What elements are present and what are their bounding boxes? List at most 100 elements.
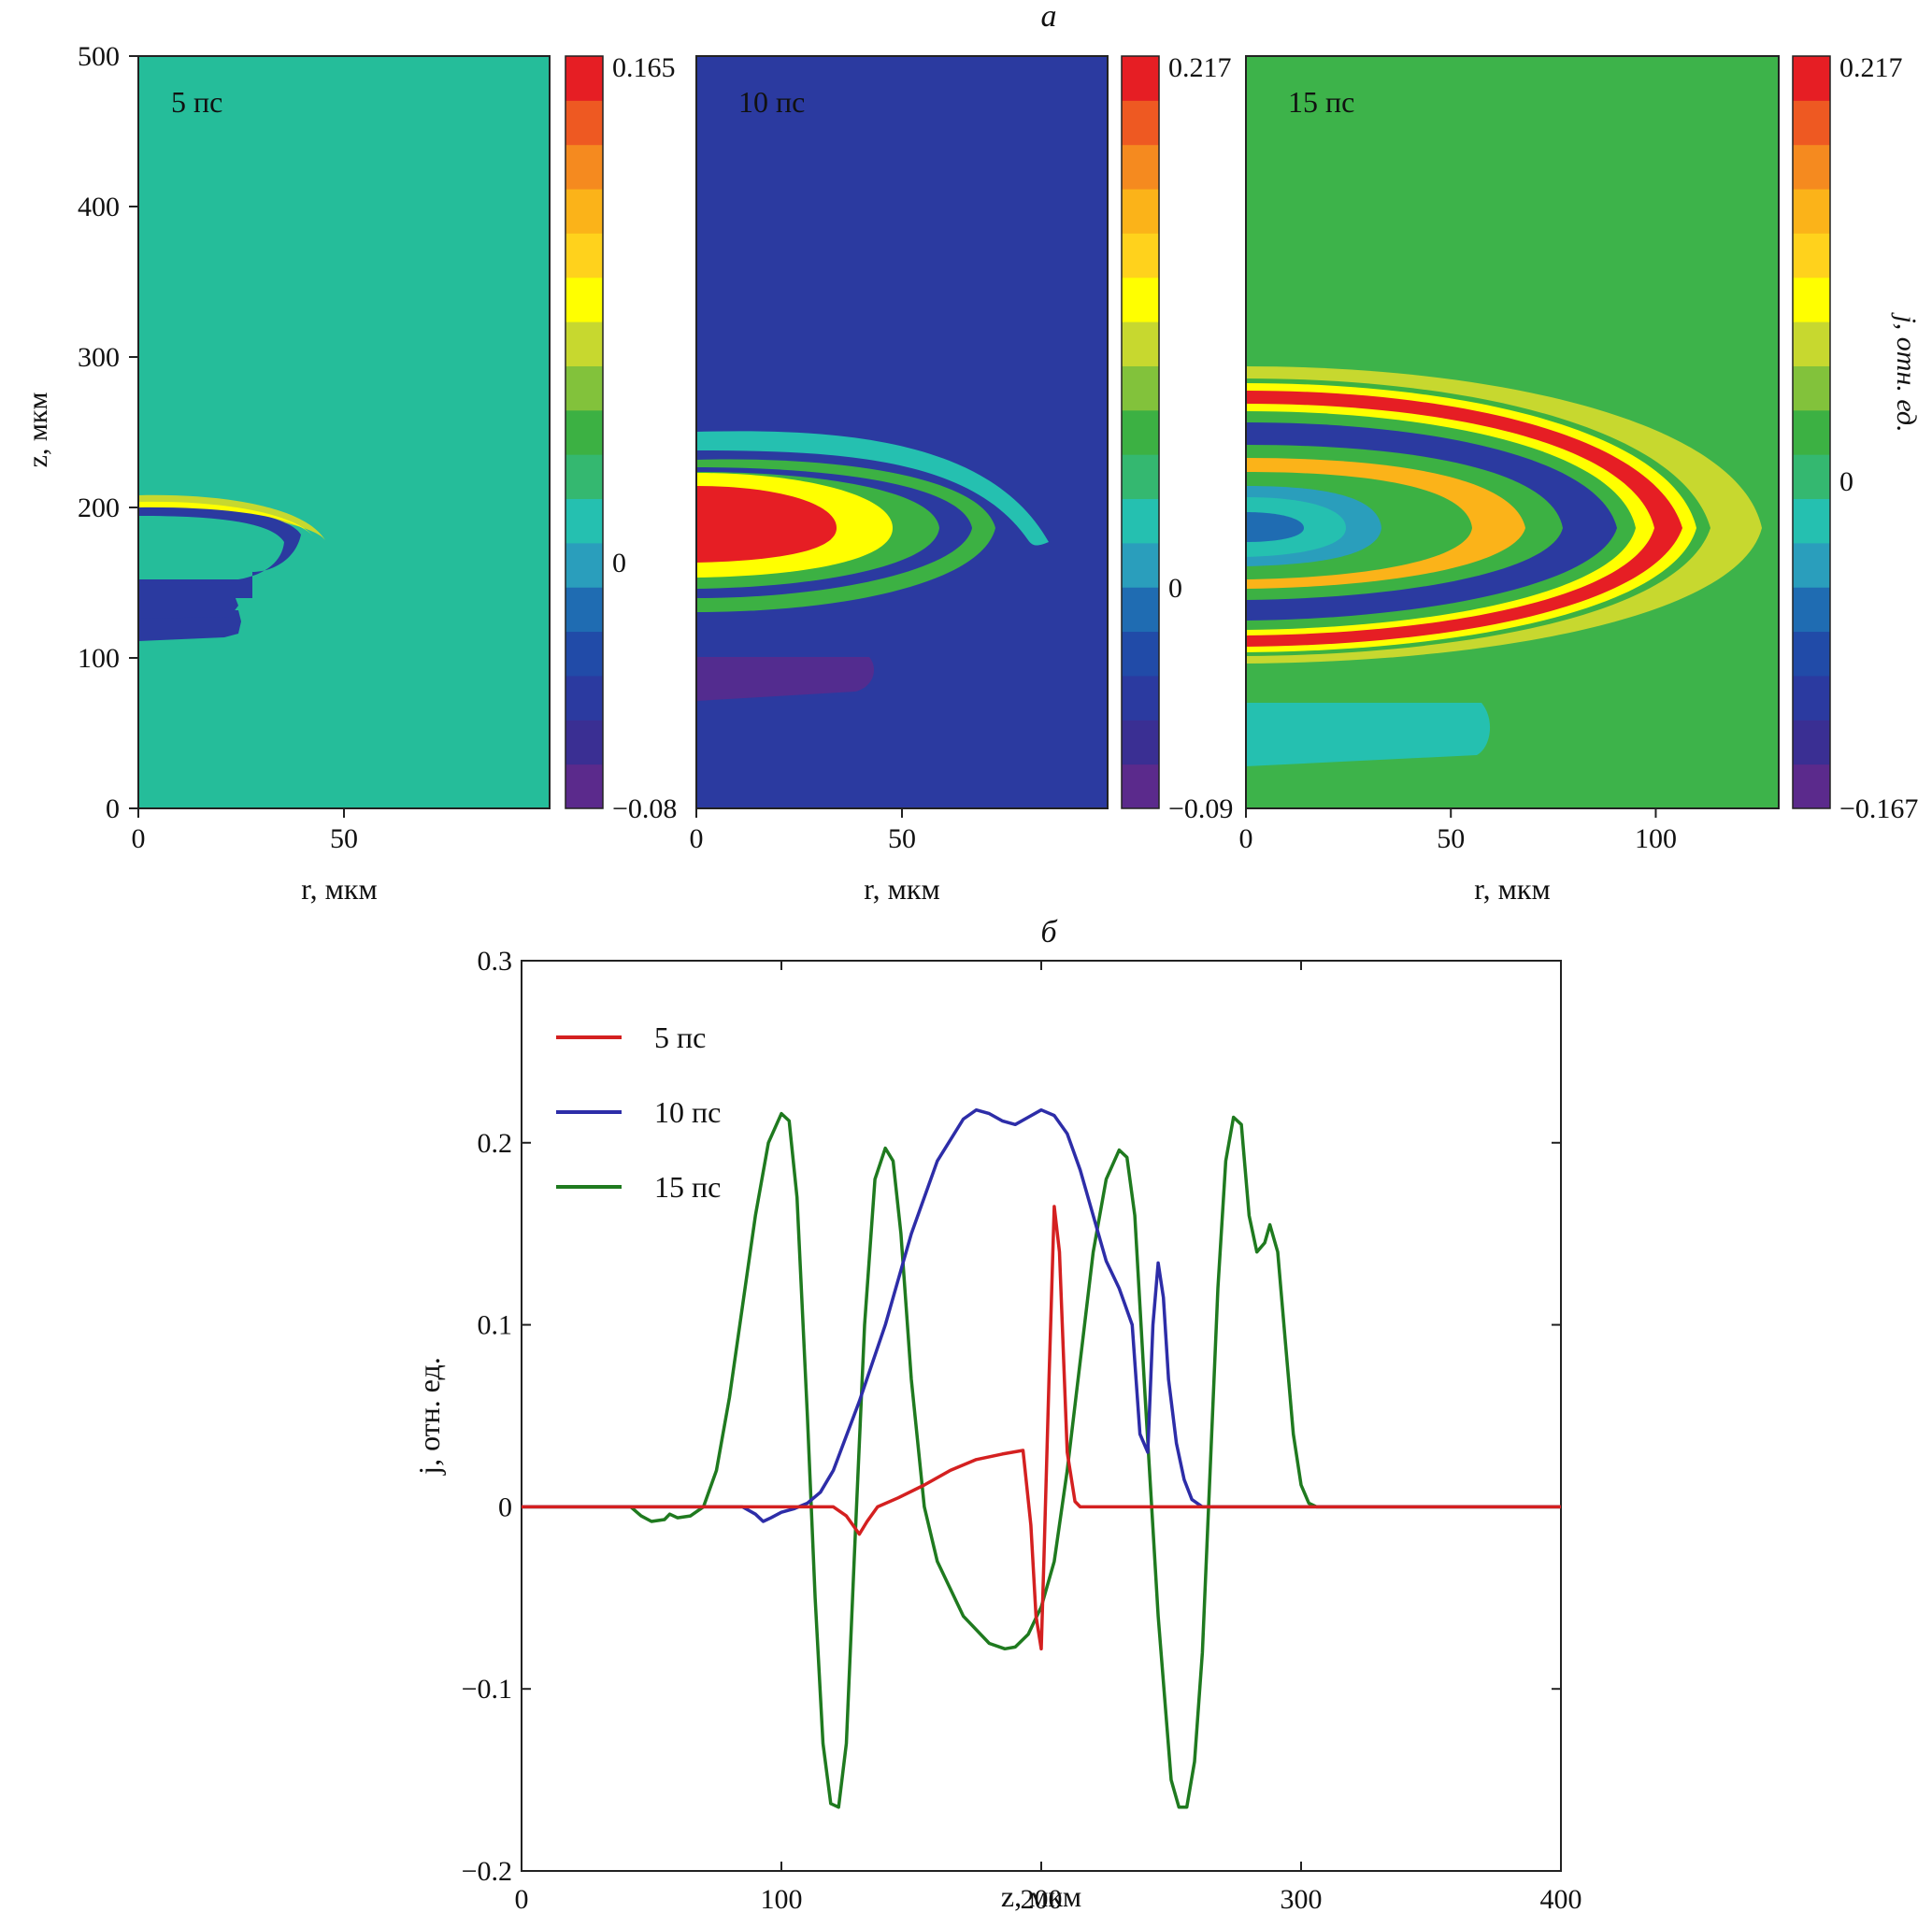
heatmap-ylabel: z, мкм bbox=[22, 393, 53, 468]
series-line-5ps bbox=[522, 1205, 1561, 1651]
purple-lower-region bbox=[696, 657, 874, 701]
y-tick-label: 300 bbox=[78, 342, 120, 373]
x-tick-label: 50 bbox=[1437, 823, 1465, 854]
y-tick-label: −0.1 bbox=[462, 1674, 512, 1705]
y-tick-label: 0.3 bbox=[478, 946, 513, 977]
line-chart-ylabel: j, отн. ед. bbox=[412, 1357, 446, 1476]
colorbar-swatch bbox=[1793, 277, 1830, 322]
colorbar-min-label: −0.167 bbox=[1839, 793, 1918, 824]
colorbar-swatch bbox=[565, 454, 603, 500]
field-pattern bbox=[696, 431, 1049, 701]
colorbar-swatch bbox=[565, 321, 603, 366]
x-tick-label: 200 bbox=[1021, 1884, 1063, 1913]
colorbar-swatch bbox=[1122, 321, 1159, 366]
y-tick-label: 0.2 bbox=[478, 1128, 513, 1159]
colorbar-swatch bbox=[1122, 233, 1159, 278]
figure-label-b: б bbox=[1040, 915, 1058, 949]
colorbar-swatch bbox=[565, 189, 603, 234]
colorbar-max-label: 0.217 bbox=[1168, 52, 1232, 83]
colorbar-swatch bbox=[1122, 542, 1159, 588]
colorbar-swatch bbox=[1793, 542, 1830, 588]
y-tick-label: 400 bbox=[78, 192, 120, 222]
y-tick-label: 0.1 bbox=[478, 1310, 513, 1341]
colorbar-swatch bbox=[1793, 144, 1830, 190]
dark-arc bbox=[138, 504, 301, 598]
heatmap-xlabel-10ps: r, мкм bbox=[864, 872, 939, 906]
colorbar-swatch bbox=[1122, 189, 1159, 234]
colorbar-max-label: 0.217 bbox=[1839, 52, 1903, 83]
colorbar-swatch bbox=[1793, 233, 1830, 278]
y-tick-label: 200 bbox=[78, 493, 120, 523]
x-tick-label: 0 bbox=[1239, 823, 1253, 854]
x-tick-label: 0 bbox=[690, 823, 704, 854]
series-line-15ps bbox=[522, 1111, 1561, 1809]
colorbar-swatch bbox=[1122, 454, 1159, 500]
colorbar-frame bbox=[565, 55, 604, 809]
colorbar-swatch bbox=[565, 675, 603, 721]
colorbar-swatch bbox=[565, 587, 603, 633]
red-core bbox=[696, 486, 837, 563]
colorbar-zero-label: 0 bbox=[1168, 573, 1182, 604]
panel-label-10ps: 10 пс bbox=[738, 85, 805, 119]
colorbar-swatch bbox=[1793, 321, 1830, 366]
x-tick-label: 0 bbox=[132, 823, 146, 854]
colorbar-swatch bbox=[565, 542, 603, 588]
heatmap-panel-5ps bbox=[137, 55, 551, 809]
colorbar-swatch bbox=[565, 277, 603, 322]
line-chart: 0 100 200 300 400 −0.2 −0.1 0 0.1 0.2 0.3 5 пс 10 п… bbox=[412, 946, 1582, 1913]
x-tick-label: 100 bbox=[1635, 823, 1677, 854]
colorbar-swatch bbox=[1793, 587, 1830, 633]
legend-label: 5 пс bbox=[654, 1021, 706, 1054]
y-tick-label: −0.2 bbox=[462, 1856, 512, 1887]
heatmap-panel-15ps bbox=[1245, 55, 1780, 809]
x-tick-label: 100 bbox=[761, 1884, 803, 1913]
cyan-lower-lobe bbox=[1246, 703, 1491, 766]
colorbar-swatch bbox=[565, 764, 603, 809]
colorbar-min-label: −0.09 bbox=[1168, 793, 1233, 824]
line-chart-series bbox=[522, 1107, 1561, 1809]
colorbar-swatch bbox=[1793, 764, 1830, 809]
colorbar-swatch bbox=[1122, 631, 1159, 677]
panel-background bbox=[138, 56, 550, 808]
chart-legend: 5 пс 10 пс 15 пс bbox=[556, 1021, 721, 1204]
colorbar-swatch bbox=[565, 498, 603, 544]
colorbar-label: j, отн. ед. bbox=[1891, 311, 1922, 432]
field-pattern bbox=[138, 494, 325, 641]
colorbar-swatch bbox=[565, 409, 603, 455]
colorbar-swatch bbox=[1793, 631, 1830, 677]
colorbar-swatch bbox=[1793, 189, 1830, 234]
y-tick-label: 100 bbox=[78, 643, 120, 674]
colorbar-swatch bbox=[565, 365, 603, 411]
colorbar-swatch bbox=[1122, 277, 1159, 322]
colorbar-swatch bbox=[1122, 498, 1159, 544]
colorbar-swatch bbox=[565, 631, 603, 677]
ring-core bbox=[1246, 512, 1304, 542]
figure-label-a: а bbox=[1041, 0, 1057, 34]
colorbar-frame bbox=[1121, 55, 1160, 809]
panel-frame bbox=[1245, 55, 1780, 809]
colorbar-zero-label: 0 bbox=[1839, 466, 1853, 497]
line-chart-xlabel: z, мкм bbox=[1001, 1879, 1081, 1913]
legend-label: 10 пс bbox=[654, 1095, 721, 1129]
colorbar-zero-label: 0 bbox=[612, 548, 626, 578]
colorbar-swatch bbox=[1793, 56, 1830, 101]
colorbar-swatch bbox=[565, 233, 603, 278]
legend-label: 15 пс bbox=[654, 1170, 721, 1204]
x-tick-label: 50 bbox=[330, 823, 358, 854]
colorbar-swatch bbox=[1122, 409, 1159, 455]
y-tick-label: 500 bbox=[78, 41, 120, 72]
colorbar-min-label: −0.08 bbox=[612, 793, 677, 824]
colorbar-swatch bbox=[1793, 409, 1830, 455]
colorbar-swatch bbox=[1122, 587, 1159, 633]
colorbar-swatch bbox=[565, 100, 603, 146]
colorbar-swatch bbox=[1793, 100, 1830, 146]
line-chart-axes: 0 100 200 300 400 −0.2 −0.1 0 0.1 0.2 0.3 bbox=[462, 946, 1582, 1913]
colorbar-swatch bbox=[1793, 365, 1830, 411]
colorbar-swatch bbox=[1122, 675, 1159, 721]
x-tick-label: 300 bbox=[1281, 1884, 1323, 1913]
colorbar-swatch bbox=[565, 720, 603, 765]
colorbar-swatch bbox=[1122, 100, 1159, 146]
heatmap-panel-10ps bbox=[695, 55, 1109, 809]
